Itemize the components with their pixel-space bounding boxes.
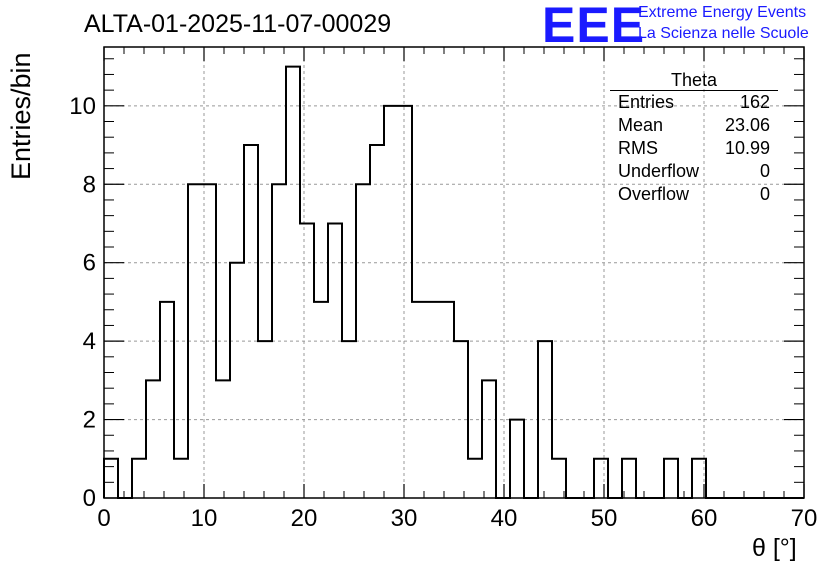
stats-row-rms: RMS 10.99 (610, 137, 778, 160)
x-tick-label: 0 (97, 505, 110, 532)
stats-value: 0 (759, 184, 770, 204)
x-tick-label: 20 (291, 505, 318, 532)
stats-label: Mean (618, 115, 664, 135)
stats-row-overflow: Overflow 0 (610, 183, 778, 206)
eee-logo: EEE Extreme Energy Events La Scienza nel… (542, 0, 832, 53)
stats-label: Underflow (618, 161, 700, 181)
stats-row-entries: Entries 162 (610, 91, 778, 114)
x-axis-label: θ [°] (752, 534, 797, 562)
y-tick-label: 2 (83, 407, 96, 434)
y-axis-label: Entries/bin (6, 52, 36, 180)
plot-frame (103, 46, 805, 499)
x-tick-label: 50 (591, 505, 618, 532)
chart-title: ALTA-01-2025-11-07-00029 (84, 10, 392, 38)
stats-label: Entries (618, 92, 675, 112)
stats-row-mean: Mean 23.06 (610, 114, 778, 137)
stats-value: 0 (759, 161, 770, 181)
stats-title: Theta (610, 70, 778, 91)
stats-value: 162 (739, 92, 770, 112)
y-tick-label: 4 (83, 328, 96, 355)
axis-ticks (103, 47, 805, 499)
x-tick-label: 60 (691, 505, 718, 532)
stats-value: 10.99 (724, 138, 770, 158)
stats-value: 23.06 (724, 115, 770, 135)
stats-row-underflow: Underflow 0 (610, 160, 778, 183)
logo-line-1: Extreme Energy Events (638, 4, 807, 21)
y-tick-label: 8 (83, 171, 96, 198)
stats-box: Theta Entries 162 Mean 23.06 RMS 10.99 U… (610, 70, 778, 206)
x-tick-label: 10 (191, 505, 218, 532)
x-tick-label: 30 (391, 505, 418, 532)
y-tick-label: 6 (83, 250, 96, 277)
stats-label: RMS (618, 138, 658, 158)
y-tick-label: 10 (69, 93, 96, 120)
y-tick-label: 0 (83, 485, 96, 512)
axis-tick-labels: 0 10 20 30 40 50 60 70 0 2 4 6 8 10 (69, 93, 817, 532)
logo-line-2: La Scienza nelle Scuole (638, 25, 809, 42)
stats-label: Overflow (618, 184, 690, 204)
x-tick-label: 40 (491, 505, 518, 532)
grid-lines (104, 47, 804, 498)
x-tick-label: 70 (791, 505, 818, 532)
eee-logo-mark: EEE (542, 0, 646, 53)
